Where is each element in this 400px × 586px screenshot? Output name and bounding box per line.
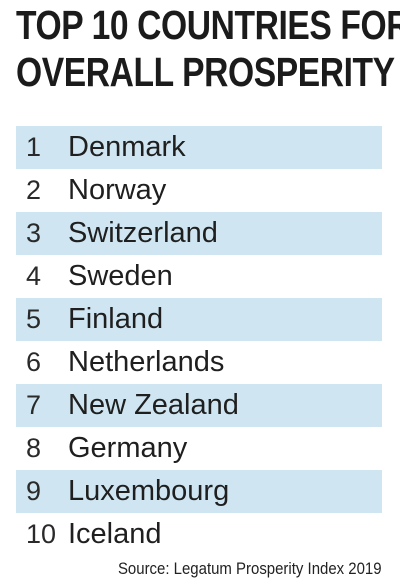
country-cell: Switzerland [68, 217, 218, 249]
rank-cell: 1 [26, 132, 42, 162]
country-cell: Norway [68, 174, 167, 206]
title-line-2: OVERALL PROSPERITY [16, 49, 395, 95]
chart-title: TOP 10 COUNTRIES FOR OVERALL PROSPERITY [16, 2, 400, 96]
country-cell: Netherlands [68, 346, 225, 378]
rank-cell: 5 [26, 304, 42, 334]
country-cell: Germany [68, 432, 188, 464]
table-row: 2 Norway [16, 169, 382, 212]
country-cell: New Zealand [68, 389, 239, 421]
rank-cell: 10 [26, 519, 57, 549]
table-row: 3 Switzerland [16, 212, 382, 255]
rank-cell: 6 [26, 347, 42, 377]
table-row: 9 Luxembourg [16, 470, 382, 513]
country-cell: Iceland [68, 518, 162, 550]
rank-cell: 7 [26, 390, 42, 420]
table-row: 1 Denmark [16, 126, 382, 169]
table-row: 8 Germany [16, 427, 382, 470]
rank-cell: 9 [26, 476, 42, 506]
title-line-1: TOP 10 COUNTRIES FOR [16, 2, 400, 48]
country-cell: Sweden [68, 260, 173, 292]
rank-cell: 2 [26, 175, 42, 205]
table-row: 10 Iceland [16, 513, 382, 556]
table-row: 7 New Zealand [16, 384, 382, 427]
table-row: 6 Netherlands [16, 341, 382, 384]
rank-cell: 3 [26, 218, 42, 248]
ranking-table: 1 Denmark 2 Norway 3 Switzerland 4 Swede… [16, 126, 382, 556]
table-row: 4 Sweden [16, 255, 382, 298]
country-cell: Finland [68, 303, 164, 335]
table-row: 5 Finland [16, 298, 382, 341]
rank-cell: 8 [26, 433, 42, 463]
source-note: Source: Legatum Prosperity Index 2019 [118, 559, 382, 578]
rank-cell: 4 [26, 261, 42, 291]
country-cell: Luxembourg [68, 475, 230, 507]
country-cell: Denmark [68, 131, 186, 163]
